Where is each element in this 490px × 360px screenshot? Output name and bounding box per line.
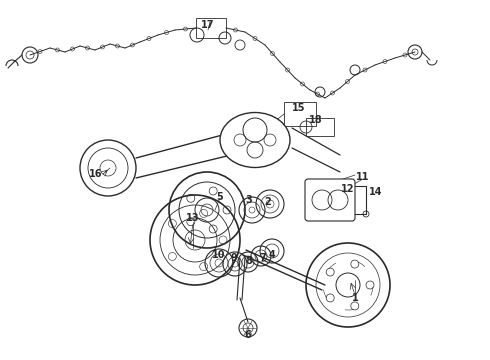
Text: 9: 9 bbox=[231, 253, 237, 263]
Bar bbox=[284, 102, 316, 126]
Text: 4: 4 bbox=[269, 250, 275, 260]
Text: 13: 13 bbox=[186, 213, 200, 223]
Text: 15: 15 bbox=[292, 103, 306, 113]
FancyBboxPatch shape bbox=[305, 179, 355, 221]
Text: 3: 3 bbox=[245, 195, 252, 205]
Text: 1: 1 bbox=[352, 293, 358, 303]
Text: 5: 5 bbox=[217, 192, 223, 202]
Bar bbox=[196, 18, 226, 38]
Text: 6: 6 bbox=[245, 330, 251, 340]
Text: 16: 16 bbox=[89, 169, 103, 179]
Text: 11: 11 bbox=[356, 172, 370, 182]
Text: 18: 18 bbox=[309, 115, 323, 125]
Ellipse shape bbox=[220, 112, 290, 167]
Text: 14: 14 bbox=[369, 187, 383, 197]
Text: 12: 12 bbox=[341, 184, 355, 194]
Text: 2: 2 bbox=[265, 197, 271, 207]
Text: 8: 8 bbox=[245, 256, 252, 266]
Bar bbox=[306, 118, 334, 136]
Text: 17: 17 bbox=[201, 20, 215, 30]
Text: 10: 10 bbox=[212, 250, 226, 260]
Text: 7: 7 bbox=[260, 253, 267, 263]
